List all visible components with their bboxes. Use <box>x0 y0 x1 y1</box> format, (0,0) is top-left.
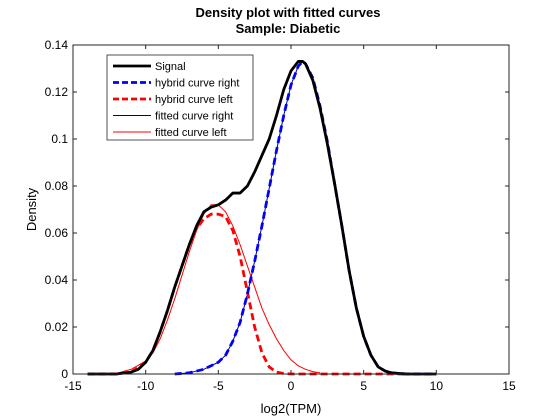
y-tick-label: 0.08 <box>45 179 69 193</box>
legend-label-signal: Signal <box>155 61 186 73</box>
legend-box <box>106 54 254 141</box>
x-axis-label: log2(TPM) <box>261 401 322 416</box>
x-tick-label: 15 <box>502 379 516 393</box>
x-tick-label: -10 <box>137 379 155 393</box>
legend-label-hybrid-curve-left: hybrid curve left <box>155 94 233 106</box>
series-group <box>87 60 437 376</box>
x-tick-label: 5 <box>360 379 367 393</box>
y-tick-label: 0.02 <box>45 320 69 334</box>
x-tick-label: -5 <box>213 379 224 393</box>
x-tick-label: 10 <box>430 379 444 393</box>
legend: Signal hybrid curve right hybrid curve lef… <box>106 54 254 141</box>
legend-label-fitted-curve-left: fitted curve left <box>155 127 227 139</box>
y-tick-label: 0.1 <box>51 132 68 146</box>
legend-label-fitted-curve-right: fitted curve right <box>155 111 233 123</box>
y-tick-label: 0 <box>61 367 68 381</box>
y-tick-label: 0.14 <box>45 38 69 52</box>
y-axis-label: Density <box>24 187 39 231</box>
chart-title: Density plot with fitted curves <box>196 5 381 20</box>
x-tick-label: 0 <box>288 379 295 393</box>
series-line-fitted-curve-left <box>116 204 321 374</box>
legend-items: Signal hybrid curve right hybrid curve lef… <box>113 61 239 139</box>
y-tick-label: 0.12 <box>45 85 69 99</box>
legend-label-hybrid-curve-right: hybrid curve right <box>155 78 239 90</box>
chart-subtitle: Sample: Diabetic <box>236 21 341 36</box>
series-line-signal <box>87 60 437 376</box>
y-tick-label: 0.06 <box>45 226 69 240</box>
tick-group: -15 -10 -5 0 5 10 15 0 0.02 0.04 0.06 0.08 0.1 0.12 0.… <box>45 38 516 393</box>
x-tick-label: -15 <box>64 379 82 393</box>
y-tick-label: 0.04 <box>45 273 69 287</box>
